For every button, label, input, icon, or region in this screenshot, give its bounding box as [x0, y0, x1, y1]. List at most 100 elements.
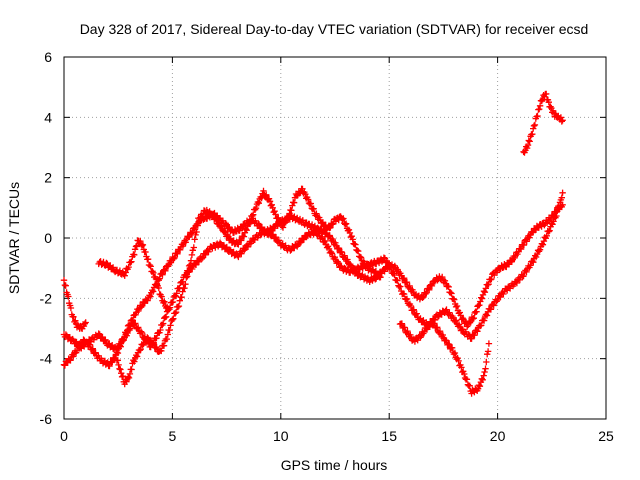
data-point [342, 221, 349, 228]
data-point [304, 196, 312, 203]
y-tick-label: 6 [44, 49, 52, 65]
data-point [543, 90, 550, 98]
data-point [459, 315, 466, 322]
data-point [174, 303, 182, 311]
data-point [150, 339, 157, 347]
data-point [163, 335, 170, 343]
data-point [150, 269, 157, 276]
data-point [218, 223, 225, 230]
data-point [150, 288, 157, 295]
data-point [137, 328, 145, 335]
data-point [476, 383, 484, 390]
data-point [400, 275, 408, 282]
data-point [445, 283, 452, 291]
data-point [67, 357, 74, 364]
y-tick-label: 4 [44, 109, 52, 125]
series-track-b [60, 189, 566, 354]
data-point [131, 358, 138, 365]
data-point [249, 212, 256, 220]
data-point [341, 252, 348, 259]
data-point [401, 324, 408, 331]
data-point [398, 320, 406, 327]
data-point [451, 296, 458, 303]
data-point [410, 306, 417, 313]
data-point [530, 122, 538, 129]
data-point [349, 268, 357, 276]
data-point [138, 242, 146, 249]
data-point [526, 138, 533, 145]
data-point [67, 304, 75, 312]
data-point [494, 296, 501, 304]
x-tick-label: 10 [273, 428, 289, 444]
data-point [532, 253, 540, 261]
data-point [559, 189, 566, 196]
data-point [448, 344, 456, 351]
data-point [235, 253, 242, 261]
data-point [375, 270, 382, 277]
data-point [190, 244, 197, 251]
data-point [257, 193, 264, 201]
data-point [212, 215, 220, 223]
data-point [434, 324, 441, 331]
data-point [99, 333, 106, 341]
data-point [132, 243, 140, 250]
data-point [290, 199, 298, 206]
data-point [479, 376, 486, 383]
data-point [92, 349, 99, 356]
data-point [545, 228, 552, 235]
data-point [406, 282, 413, 290]
data-point [526, 234, 533, 241]
data-point [558, 118, 565, 125]
data-point [189, 265, 196, 273]
data-point [126, 370, 134, 378]
data-point [155, 284, 162, 292]
data-point [158, 293, 165, 300]
data-point [349, 236, 356, 243]
data-point [400, 290, 408, 298]
data-point [328, 250, 336, 257]
data-point [484, 348, 492, 355]
data-point [397, 283, 404, 290]
data-point [116, 365, 123, 372]
data-point [188, 251, 196, 259]
data-point [193, 228, 200, 236]
data-point [170, 255, 177, 262]
data-point [482, 285, 489, 292]
data-point [356, 266, 363, 273]
data-point [535, 224, 542, 231]
data-point [247, 218, 254, 225]
data-point [282, 219, 289, 226]
data-point [346, 229, 354, 237]
data-point [426, 323, 433, 330]
x-tick-label: 0 [60, 428, 68, 444]
data-point [109, 264, 117, 271]
data-point [138, 329, 146, 337]
data-point [278, 223, 286, 230]
data-point [128, 366, 135, 373]
data-point [140, 340, 147, 347]
data-point [160, 320, 167, 327]
data-point [184, 273, 191, 280]
data-point [439, 331, 446, 339]
data-point [271, 208, 278, 215]
data-point [240, 233, 248, 240]
data-point [338, 249, 345, 256]
data-point [127, 325, 134, 332]
data-point [348, 233, 355, 240]
data-point [531, 121, 539, 129]
data-point [520, 241, 528, 249]
data-point [470, 315, 477, 322]
data-point [553, 212, 560, 220]
data-point [394, 277, 401, 284]
data-point [146, 261, 154, 269]
data-point [480, 317, 488, 324]
data-point [481, 289, 489, 296]
data-point [167, 322, 174, 329]
data-point [137, 345, 144, 353]
data-point [431, 278, 438, 285]
data-point [255, 220, 262, 227]
data-point [458, 364, 465, 371]
y-tick-label: -6 [40, 411, 53, 427]
data-point [478, 322, 485, 329]
